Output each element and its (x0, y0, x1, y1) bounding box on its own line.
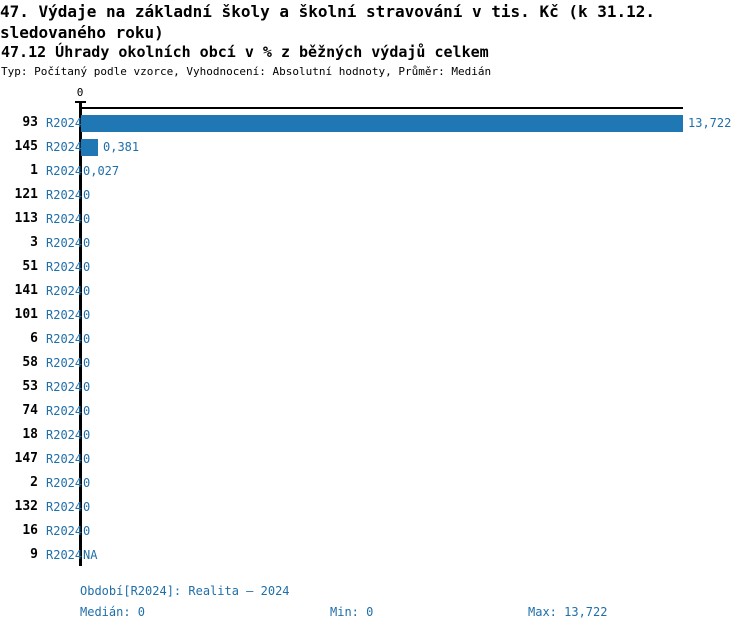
stat-median: Medián: 0 (80, 605, 146, 619)
table-row: 3 R2024 0 (0, 231, 750, 255)
row-category-label: R2024 (46, 476, 83, 490)
chart-meta-line: Typ: Počítaný podle vzorce, Vyhodnocení:… (1, 65, 492, 78)
table-row: 53 R2024 0 (0, 375, 750, 399)
legend-period: Období[R2024]: Realita – 2024 (80, 584, 290, 598)
row-category-label: R2024 (46, 140, 83, 154)
bar-value-label: 0 (83, 284, 91, 298)
row-rank: 132 (14, 499, 38, 514)
row-category-label: R2024 (46, 164, 83, 178)
table-row: 141 R2024 0 (0, 279, 750, 303)
row-rank: 3 (30, 235, 38, 250)
bar-value-label: 0 (83, 308, 91, 322)
bar-value-label: 0 (83, 332, 91, 346)
plot-top-rule (80, 107, 683, 109)
row-rank: 58 (22, 355, 38, 370)
bar-value-label: 0 (83, 236, 91, 250)
row-category-label: R2024 (46, 260, 83, 274)
row-rank: 53 (22, 379, 38, 394)
bar-value-label: 0 (83, 212, 91, 226)
stat-max: Max: 13,722 (528, 605, 608, 619)
table-row: 145 R2024 0,381 (0, 135, 750, 159)
row-category-label: R2024 (46, 116, 83, 130)
row-rank: 101 (14, 307, 38, 322)
table-row: 101 R2024 0 (0, 303, 750, 327)
table-row: 74 R2024 0 (0, 399, 750, 423)
row-rank: 2 (30, 475, 38, 490)
row-rank: 18 (22, 427, 38, 442)
row-rank: 141 (14, 283, 38, 298)
bar (81, 115, 683, 132)
row-rank: 1 (30, 163, 38, 178)
table-row: 132 R2024 0 (0, 495, 750, 519)
table-row: 51 R2024 0 (0, 255, 750, 279)
row-rank: 113 (14, 211, 38, 226)
bar-value-label: 0,381 (103, 140, 140, 154)
table-row: 93 R2024 13,722 (0, 111, 750, 135)
table-row: 16 R2024 0 (0, 519, 750, 543)
row-category-label: R2024 (46, 284, 83, 298)
bar-value-label: 0 (83, 404, 91, 418)
table-row: 18 R2024 0 (0, 423, 750, 447)
bar-value-label: 0 (83, 452, 91, 466)
bar-value-label: 0 (83, 260, 91, 274)
row-rank: 51 (22, 259, 38, 274)
bar-value-label: 0 (83, 428, 91, 442)
row-rank: 9 (30, 547, 38, 562)
row-category-label: R2024 (46, 212, 83, 226)
row-rank: 145 (14, 139, 38, 154)
y-axis-line (79, 101, 82, 566)
table-row: 113 R2024 0 (0, 207, 750, 231)
table-row: 6 R2024 0 (0, 327, 750, 351)
row-category-label: R2024 (46, 332, 83, 346)
table-row: 147 R2024 0 (0, 447, 750, 471)
row-rank: 121 (14, 187, 38, 202)
row-category-label: R2024 (46, 188, 83, 202)
row-rank: 147 (14, 451, 38, 466)
row-rank: 16 (22, 523, 38, 538)
row-category-label: R2024 (46, 404, 83, 418)
chart-subtitle: 47.12 Úhrady okolních obcí v % z běžných… (1, 43, 489, 61)
bar-value-label: 0 (83, 380, 91, 394)
bar-value-label: 0 (83, 356, 91, 370)
table-row: 9 R2024 NA (0, 543, 750, 567)
row-category-label: R2024 (46, 524, 83, 538)
bar-value-label: 0 (83, 476, 91, 490)
row-category-label: R2024 (46, 308, 83, 322)
bar (81, 139, 98, 156)
bar-value-label: 13,722 (688, 116, 732, 130)
row-category-label: R2024 (46, 452, 83, 466)
bar-value-label: 0 (83, 500, 91, 514)
table-row: 2 R2024 0 (0, 471, 750, 495)
x-axis-tick-label-0: 0 (76, 86, 84, 99)
stat-min: Min: 0 (330, 605, 374, 619)
table-row: 1 R2024 0,027 (0, 159, 750, 183)
row-category-label: R2024 (46, 428, 83, 442)
page-title: 47. Výdaje na základní školy a školní st… (0, 2, 656, 42)
row-category-label: R2024 (46, 500, 83, 514)
bar-value-label: 0 (83, 524, 91, 538)
row-rank: 6 (30, 331, 38, 346)
row-category-label: R2024 (46, 380, 83, 394)
table-row: 121 R2024 0 (0, 183, 750, 207)
row-rank: 93 (22, 115, 38, 130)
bar-value-label: 0 (83, 188, 91, 202)
table-row: 58 R2024 0 (0, 351, 750, 375)
row-category-label: R2024 (46, 236, 83, 250)
row-category-label: R2024 (46, 548, 83, 562)
row-rank: 74 (22, 403, 38, 418)
row-category-label: R2024 (46, 356, 83, 370)
bar-value-label: 0,027 (83, 164, 120, 178)
bar-value-label: NA (83, 548, 98, 562)
